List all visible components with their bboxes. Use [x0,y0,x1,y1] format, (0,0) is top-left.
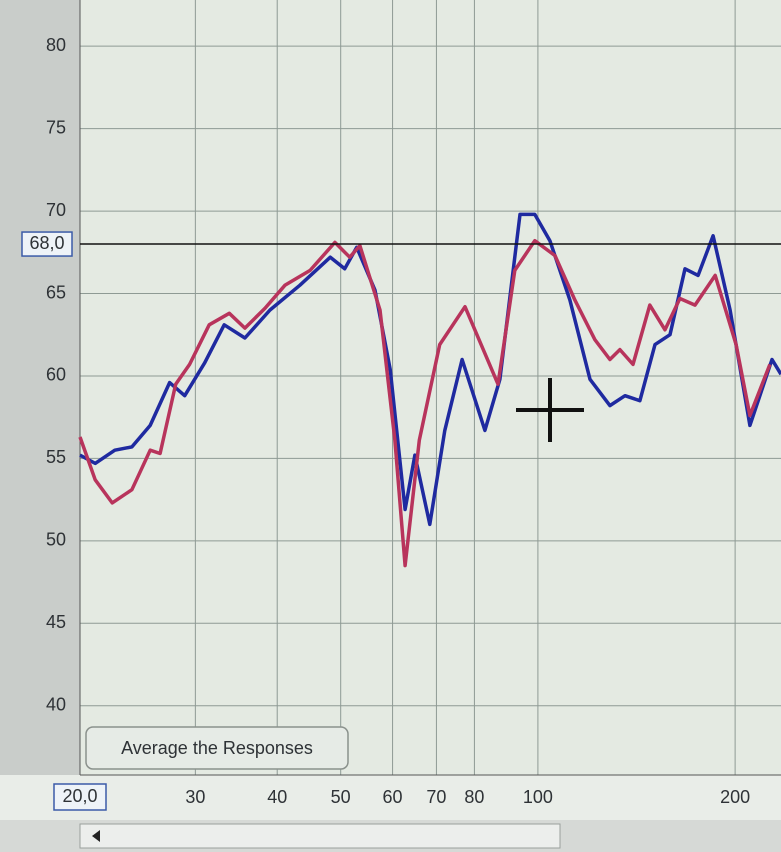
cursor-y-label: 68,0 [29,233,64,253]
scroll-thumb[interactable] [79,823,561,849]
y-tick-label: 50 [46,530,66,550]
y-axis-strip [0,0,80,775]
y-tick-label: 60 [46,365,66,385]
y-tick-label: 45 [46,612,66,632]
x-tick-label: 80 [464,787,484,807]
y-tick-label: 65 [46,282,66,302]
x-tick-label: 50 [331,787,351,807]
y-tick-label: 55 [46,447,66,467]
x-tick-label: 30 [185,787,205,807]
x-tick-label: 60 [383,787,403,807]
crosshair-cursor [516,378,584,442]
scroll-left-arrow[interactable] [92,830,100,842]
y-tick-label: 40 [46,694,66,714]
response-line [78,238,772,568]
plot-area: 40 45 50 55 60 65 70 75 80 30 40 50 60 70 80 100 200 68,0… [21,0,781,811]
x-tick-label: 100 [523,787,553,807]
x-tick-label: 40 [267,787,287,807]
y-tick-label: 80 [46,35,66,55]
average-button-label[interactable]: Average the Responses [121,738,313,758]
x-tick-label: 200 [720,787,750,807]
cursor-y-box [21,231,73,257]
y-tick-label: 70 [46,200,66,220]
cursor-x-label: 20,0 [62,786,97,806]
x-tick-label: 70 [426,787,446,807]
cursor-x-box [53,783,107,811]
average-button[interactable] [85,726,349,770]
y-tick-label: 75 [46,117,66,137]
x-axis-strip [0,775,781,820]
